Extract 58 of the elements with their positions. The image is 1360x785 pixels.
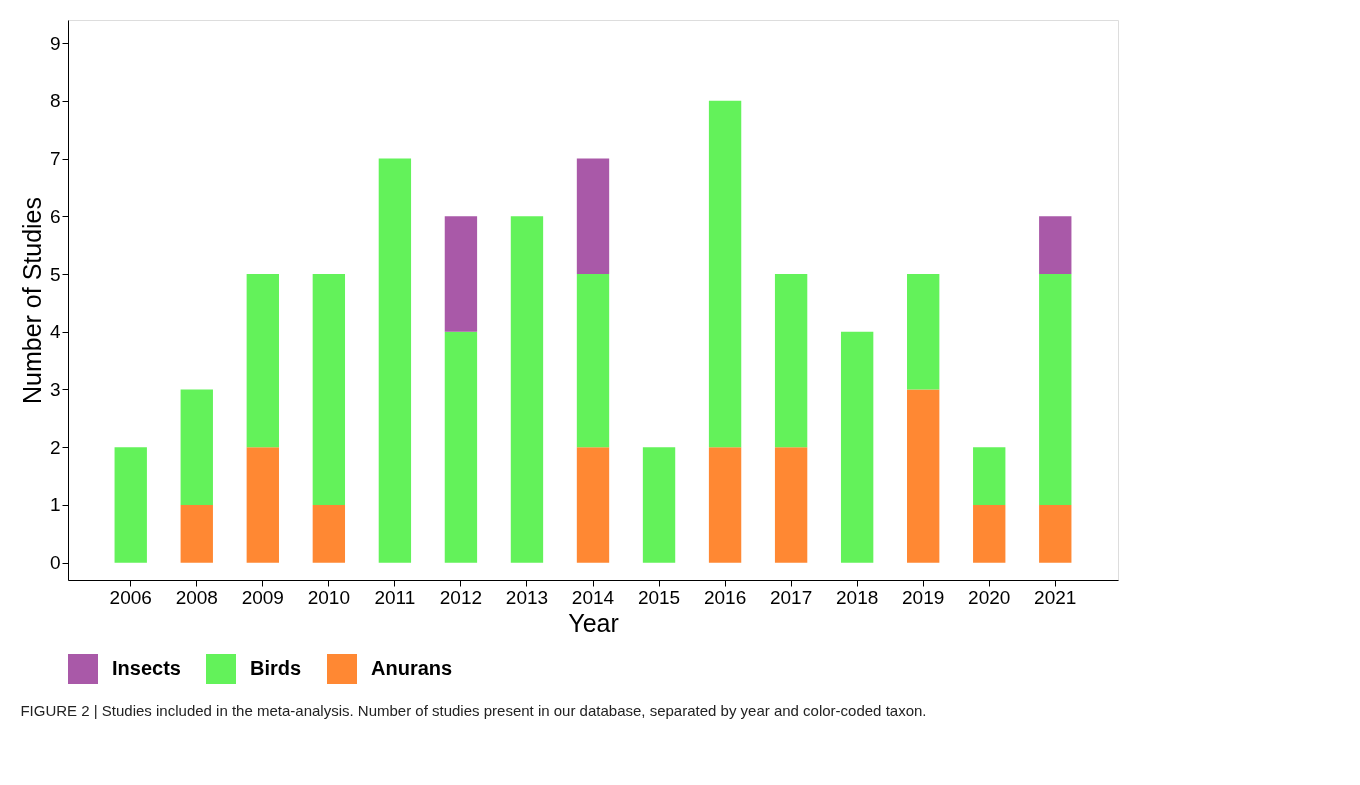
y-tick-label: 7	[49, 148, 61, 170]
x-tick-label: 2008	[175, 586, 218, 608]
x-tick-label: 2015	[637, 586, 681, 608]
legend-label: Anurans	[371, 657, 453, 679]
y-tick-label: 8	[49, 90, 61, 112]
bar	[444, 331, 478, 563]
bar	[576, 274, 610, 448]
bar	[576, 158, 610, 275]
x-tick-label: 2020	[968, 586, 1011, 608]
bar	[378, 158, 412, 563]
y-tick-label: 0	[49, 552, 61, 574]
bar	[180, 389, 213, 505]
x-tick-label: 2009	[241, 586, 284, 608]
bar	[1039, 216, 1072, 275]
x-tick-label: 2021	[1034, 586, 1077, 608]
bar	[907, 274, 940, 390]
bar	[444, 216, 478, 332]
y-tick-label: 2	[49, 436, 61, 458]
x-tick-label: 2016	[703, 586, 747, 608]
bar	[510, 216, 544, 563]
legend-label: Insects	[112, 657, 181, 679]
x-tick-label: 2012	[439, 586, 483, 608]
bar	[774, 447, 808, 563]
bar	[708, 447, 742, 563]
x-tick-label: 2011	[374, 586, 416, 608]
x-tick-label: 2010	[307, 586, 350, 608]
bar	[312, 504, 346, 563]
y-tick-label: 9	[49, 32, 61, 54]
bar	[1039, 504, 1072, 563]
x-tick-label: 2017	[769, 586, 813, 608]
bar	[180, 504, 213, 563]
x-axis-title: Year	[568, 608, 619, 637]
bar	[114, 447, 147, 563]
caption: FIGURE 2 | Studies included in the meta-analysis. Number of studies present in our database, separated by year and color-coded taxon.	[20, 702, 927, 719]
bar	[973, 504, 1006, 563]
bar	[907, 389, 940, 563]
x-tick-label: 2006	[109, 586, 152, 608]
y-tick-label: 4	[49, 321, 61, 343]
y-axis-title: Number of Studies	[17, 196, 46, 405]
y-tick-label: 6	[49, 205, 61, 227]
bar	[642, 447, 676, 563]
y-tick-label: 5	[49, 263, 61, 285]
bar	[708, 100, 742, 448]
bar	[973, 447, 1006, 505]
x-tick-label: 2018	[836, 586, 879, 608]
bar	[246, 274, 279, 448]
y-tick-label: 1	[49, 494, 61, 516]
bar	[774, 274, 808, 448]
bar	[576, 447, 610, 563]
x-tick-label: 2019	[902, 586, 945, 608]
legend-label: Birds	[250, 657, 302, 679]
x-tick-label: 2014	[571, 586, 615, 608]
bar	[312, 274, 346, 505]
y-tick-label: 3	[49, 378, 61, 400]
bar	[1039, 274, 1072, 505]
bar	[840, 331, 874, 563]
x-tick-label: 2013	[505, 586, 549, 608]
bar	[246, 447, 279, 563]
